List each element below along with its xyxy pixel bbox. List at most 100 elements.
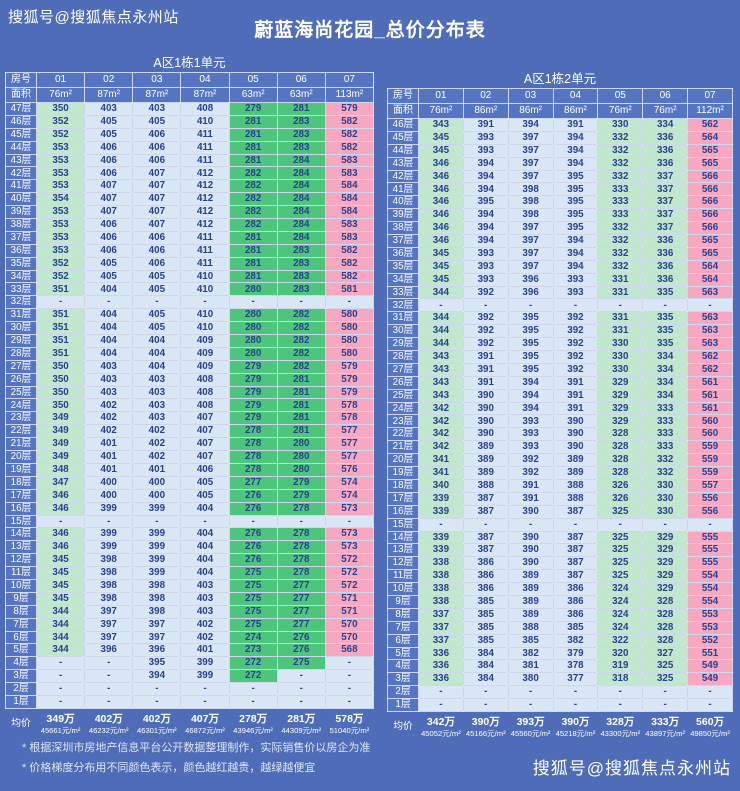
room-number-row: 房号 01 02 03 04 05 06 07 (5, 72, 375, 88)
price-cell: 274 (228, 630, 278, 645)
floor-label: 35层 (387, 259, 419, 274)
price-cell: 385 (507, 633, 554, 648)
price-cell: 389 (507, 569, 554, 584)
price-cell: 411 (180, 127, 230, 142)
price-cell: 348 (35, 462, 86, 477)
price-cell: - (324, 694, 375, 709)
average-cell: 407万 46872元/m² (181, 708, 229, 739)
price-cell: 395 (507, 350, 554, 364)
average-unit-price: 46301元/m² (137, 725, 177, 735)
price-cell: 280 (228, 308, 278, 323)
floor-label: 37层 (387, 234, 419, 248)
price-cell: 324 (597, 594, 644, 609)
price-cell: 332 (597, 259, 644, 274)
price-cell: - (228, 682, 278, 696)
floor-row: 36层 353 406 406 411 281 283 582 (5, 243, 375, 258)
floor-label: 45层 (5, 127, 37, 142)
price-cell: 339 (418, 504, 464, 519)
price-cell: 344 (35, 617, 86, 632)
price-cell: 582 (324, 127, 375, 142)
price-cell: 394 (132, 669, 182, 684)
price-cell: 395 (552, 208, 599, 223)
price-cell: 401 (84, 462, 134, 477)
price-cell: 403 (132, 385, 182, 400)
footnote-source: * 根据深圳市房地产信息平台公开数据整理制作，实际销售价以房企为准 (22, 742, 371, 754)
price-cell: 281 (228, 153, 278, 168)
price-cell: 325 (597, 556, 644, 571)
floor-row: 10层 338 386 389 386 324 329 554 (387, 582, 733, 596)
price-cell: 411 (180, 230, 230, 245)
price-cell: 389 (507, 582, 554, 596)
price-cell: 563 (687, 324, 733, 339)
price-cell: 390 (462, 401, 509, 416)
price-cell: 397 (84, 604, 134, 619)
floor-row: 44层 353 406 406 411 281 283 582 (5, 140, 375, 155)
price-cell: 397 (507, 259, 554, 274)
price-cell: 345 (418, 246, 464, 261)
floor-label: 35层 (5, 256, 37, 271)
unit-1-section: A区1栋1单元 房号 01 02 03 04 05 06 07 面积 76m² 87m² 87m² 87… (5, 0, 375, 742)
price-cell: 411 (180, 243, 230, 258)
price-cell: 404 (84, 346, 134, 361)
area-row: 面积 76m² 87m² 87m² 87m² 63m² 63m² 113m² (5, 87, 375, 103)
price-cell: 393 (552, 285, 599, 300)
floor-row: 8层 344 397 398 403 275 277 571 (5, 604, 375, 619)
price-cell: 277 (276, 604, 326, 619)
area-value: 76m² (418, 103, 464, 119)
price-cell: 336 (642, 259, 689, 274)
floor-label: 10层 (387, 582, 419, 596)
price-cell: 331 (597, 285, 644, 300)
average-total-price: 578万 (335, 712, 364, 725)
price-table: 房号 01 02 03 04 05 06 07 面积 76m² 86m² 86m² 86m² 76m² 76… (387, 88, 733, 742)
average-total-price: 560万 (696, 715, 725, 728)
price-cell: 319 (597, 659, 644, 674)
floor-label: 1层 (5, 694, 37, 709)
area-header-label: 面积 (5, 87, 37, 103)
average-cell: 328万 43300元/m² (598, 711, 643, 742)
price-cell: 389 (462, 440, 509, 455)
average-row: 均价 342万 45052元/m² 390万 45166元/m² 393万 45560元/m… (388, 711, 733, 742)
price-cell: 326 (597, 491, 644, 506)
average-total-price: 407万 (190, 712, 219, 725)
price-cell: - (228, 694, 278, 709)
average-unit-price: 51040元/m² (329, 725, 370, 735)
price-cell: 284 (276, 153, 326, 168)
price-cell: 580 (324, 334, 375, 348)
price-cell: 554 (687, 594, 733, 609)
price-cell: 281 (228, 140, 278, 155)
price-cell: 394 (462, 182, 509, 197)
price-cell: 332 (597, 221, 644, 236)
floor-label: 15层 (5, 514, 37, 529)
price-cell: 337 (418, 633, 464, 648)
price-cell: 555 (687, 556, 733, 571)
area-value: 76m² (35, 87, 86, 103)
floor-row: 1层 - - - - - - - (387, 698, 733, 712)
floor-row: 32层 - - - - - - - (387, 298, 733, 313)
price-cell: 561 (687, 375, 733, 390)
price-cell: 393 (462, 143, 509, 158)
price-cell: 565 (687, 143, 733, 158)
floor-row: 18层 347 400 400 405 277 279 574 (5, 475, 375, 490)
floor-label: 24层 (5, 398, 37, 413)
price-cell: 577 (324, 437, 375, 452)
price-cell: 410 (180, 269, 230, 284)
price-cell: - (552, 517, 599, 532)
price-cell: - (35, 694, 86, 709)
price-cell: 329 (642, 556, 689, 571)
floor-row: 29层 344 392 395 392 330 335 563 (387, 337, 733, 352)
price-cell: 561 (687, 401, 733, 416)
price-cell: 325 (597, 543, 644, 558)
price-cell: 405 (132, 321, 182, 336)
price-cell: 387 (462, 543, 509, 558)
price-cell: 351 (35, 334, 86, 348)
floor-row: 6层 337 385 385 382 322 328 552 (387, 633, 733, 648)
price-cell: 407 (84, 205, 134, 220)
price-cell: 332 (642, 466, 689, 480)
price-cell: - (418, 685, 464, 700)
price-cell: 324 (597, 620, 644, 635)
price-cell: 282 (228, 205, 278, 220)
average-total-price: 402万 (142, 712, 171, 725)
floor-row: 42层 353 406 407 412 282 284 583 (5, 166, 375, 181)
price-cell: 272 (228, 656, 278, 671)
price-cell: 281 (276, 398, 326, 413)
